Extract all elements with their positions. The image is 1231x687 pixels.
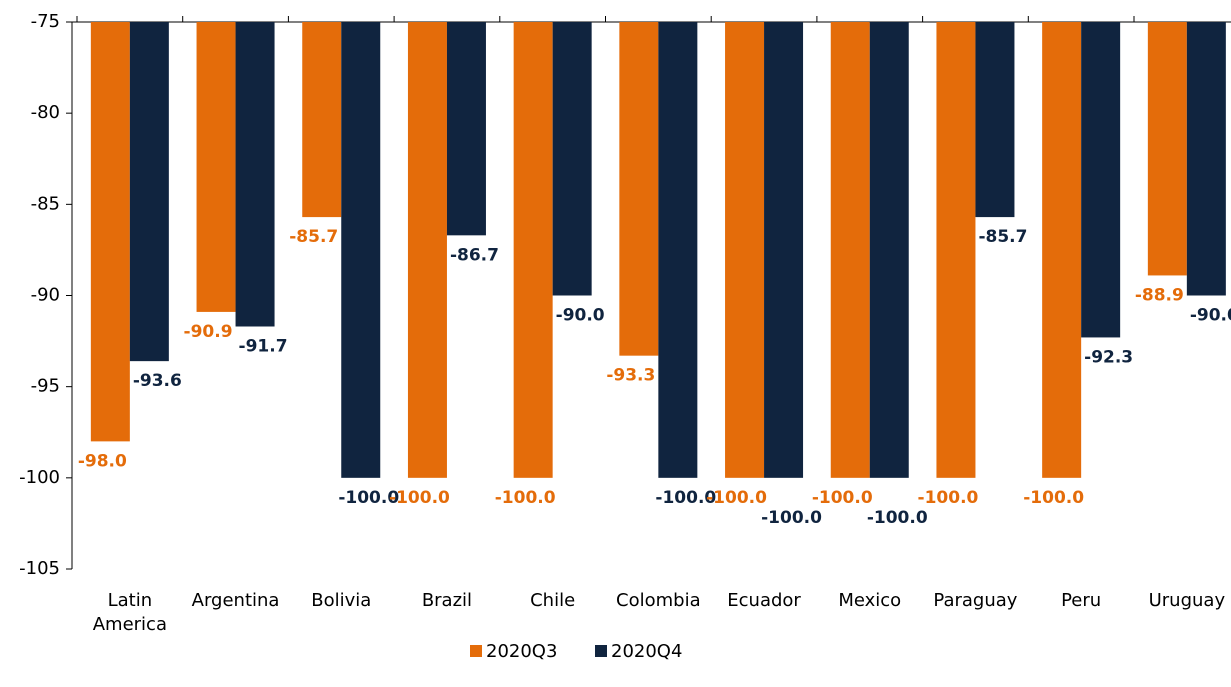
bar	[552, 22, 592, 296]
value-label: -100.0	[655, 488, 716, 508]
x-tick-label: Mexico	[838, 590, 902, 611]
value-label: -90.0	[556, 306, 605, 326]
bar	[619, 22, 659, 356]
value-label: -100.0	[495, 488, 556, 508]
bar	[936, 22, 976, 478]
value-label: -100.0	[812, 488, 873, 508]
value-label: -100.0	[389, 488, 450, 508]
bar	[446, 22, 486, 236]
bar	[235, 22, 275, 327]
y-tick-label: -100	[19, 467, 60, 488]
x-tick-label: Paraguay	[933, 590, 1018, 611]
y-tick-label: -85	[31, 193, 60, 214]
value-label: -100.0	[706, 488, 767, 508]
value-label: -98.0	[78, 451, 127, 471]
value-label: -100.0	[761, 508, 822, 528]
x-tick-label: Argentina	[191, 590, 280, 611]
y-tick-label: -105	[19, 558, 60, 579]
bar	[1186, 22, 1226, 296]
x-tick-label: Brazil	[421, 590, 473, 611]
value-label: -100.0	[1023, 488, 1084, 508]
bar	[975, 22, 1015, 218]
value-label: -100.0	[867, 508, 928, 528]
value-label: -93.6	[133, 371, 182, 391]
value-label: -85.7	[978, 227, 1027, 247]
bar	[341, 22, 381, 478]
bar	[513, 22, 553, 478]
value-label: -100.0	[338, 488, 399, 508]
x-tick-label: Chile	[530, 590, 576, 611]
legend-swatch	[595, 645, 607, 657]
bar	[658, 22, 698, 478]
bar	[196, 22, 236, 312]
bar	[1042, 22, 1082, 478]
value-label: -90.0	[1190, 306, 1231, 326]
bar	[725, 22, 765, 478]
value-label: -91.7	[239, 336, 288, 356]
bar	[302, 22, 342, 218]
value-label: -85.7	[289, 227, 338, 247]
bar	[764, 22, 804, 478]
value-label: -92.3	[1084, 347, 1133, 367]
legend-label: 2020Q4	[611, 641, 682, 662]
value-label: -86.7	[450, 245, 499, 265]
y-tick-label: -95	[31, 376, 60, 397]
bar	[830, 22, 870, 478]
value-label: -93.3	[606, 366, 655, 386]
bar	[869, 22, 909, 478]
x-tick-label: Bolivia	[311, 590, 372, 611]
x-tick-label: Latin America	[92, 590, 167, 635]
x-tick-label: Peru	[1061, 590, 1102, 611]
x-tick-label: Ecuador	[727, 590, 801, 611]
bar	[1147, 22, 1187, 276]
value-label: -90.9	[184, 322, 233, 342]
bar	[1081, 22, 1121, 338]
x-tick-label: Uruguay	[1148, 590, 1226, 611]
x-tick-label: Colombia	[616, 590, 701, 611]
y-tick-label: -75	[31, 11, 60, 32]
legend-swatch	[470, 645, 482, 657]
value-label: -100.0	[918, 488, 979, 508]
bar	[90, 22, 130, 442]
value-label: -88.9	[1135, 285, 1184, 305]
y-tick-label: -80	[31, 102, 60, 123]
bar	[129, 22, 169, 362]
legend-label: 2020Q3	[486, 641, 557, 662]
bar	[407, 22, 447, 478]
y-tick-label: -90	[31, 285, 60, 306]
